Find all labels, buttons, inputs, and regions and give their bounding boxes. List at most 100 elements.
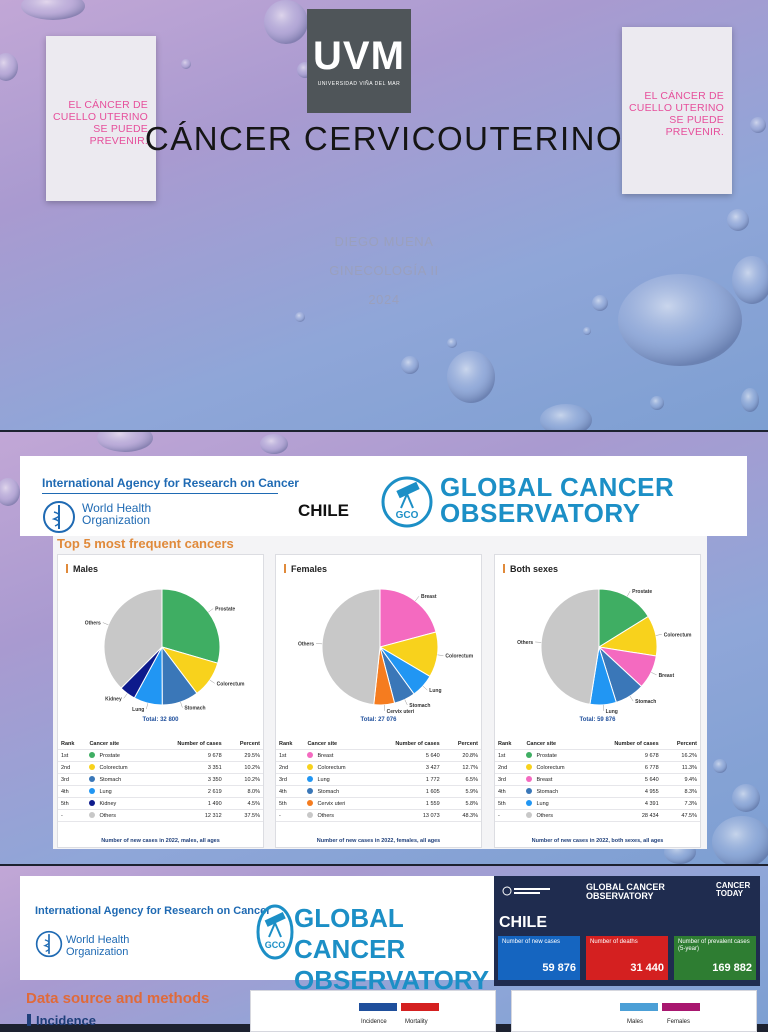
percent-cell: 11.3% <box>662 762 700 774</box>
pie-footnote: Number of new cases in 2022, females, al… <box>276 838 481 844</box>
pie-total: Total: 32 800 <box>58 717 263 723</box>
site-color-dot <box>526 800 532 806</box>
pie-label-stomach: Stomach <box>635 699 656 705</box>
cases-cell: 3 350 <box>151 774 225 786</box>
incidence-heading: Incidence <box>36 1013 96 1028</box>
uvm-logo-text: UVM <box>307 34 411 79</box>
who-name-line2: Organization <box>82 514 151 526</box>
stat-card-number-of-prevalent-cases-5-year: Number of prevalent cases (5-year)169 88… <box>674 936 756 980</box>
cases-cell: 13 073 <box>369 810 443 822</box>
dark-gco-title: GLOBAL CANCER OBSERVATORY <box>586 883 665 901</box>
cancer-today-line2: TODAY <box>716 890 750 898</box>
country-label: CHILE <box>298 501 349 521</box>
pie-title: Both sexes <box>503 564 558 574</box>
site-color-dot <box>526 764 532 770</box>
pie-label-breast: Breast <box>421 594 437 600</box>
cases-cell: 3 427 <box>369 762 443 774</box>
site-color-dot <box>307 752 313 758</box>
site-color-dot <box>89 788 95 794</box>
site-color-dot <box>307 788 313 794</box>
site-cell: Stomach <box>86 774 151 786</box>
table-header-percent: Percent <box>662 738 700 750</box>
percent-cell: 9.4% <box>662 774 700 786</box>
gco-header-banner: International Agency for Research on Can… <box>20 456 747 536</box>
rank-cell: 5th <box>58 798 86 810</box>
site-color-dot <box>89 812 95 818</box>
rank-cell: 2nd <box>495 762 523 774</box>
site-name: Breast <box>536 777 552 783</box>
table-header-number-of-cases: Number of cases <box>369 738 443 750</box>
site-name: Lung <box>317 777 329 783</box>
rank-cell: - <box>276 810 304 822</box>
rank-cell: 2nd <box>276 762 304 774</box>
rank-cell: 1st <box>58 750 86 762</box>
legend-label-females: Females <box>667 1019 690 1025</box>
pie-leader-line <box>103 623 109 625</box>
site-name: Prostate <box>536 753 556 759</box>
gco-telescope-icon: GCO <box>256 904 294 960</box>
cases-cell: 28 434 <box>588 810 662 822</box>
pie-slice-others[interactable] <box>541 589 599 704</box>
site-color-dot <box>89 764 95 770</box>
site-cell: Colorectum <box>86 762 151 774</box>
cases-cell: 6 778 <box>588 762 662 774</box>
site-color-dot <box>307 812 313 818</box>
pie-label-prostate: Prostate <box>632 589 652 595</box>
site-name: Colorectum <box>317 765 345 771</box>
legend-label-mortality: Mortality <box>405 1019 428 1025</box>
percent-cell: 5.8% <box>443 798 481 810</box>
pie-slice-others[interactable] <box>322 589 380 705</box>
site-cell: Prostate <box>86 750 151 762</box>
gco-header-banner-2: International Agency for Research on Can… <box>20 876 494 980</box>
percent-cell: 12.7% <box>443 762 481 774</box>
table-header-percent: Percent <box>225 738 263 750</box>
iarc-name: International Agency for Research on Can… <box>35 905 271 917</box>
table-header-rank: Rank <box>495 738 523 750</box>
percent-cell: 10.2% <box>225 762 263 774</box>
cases-cell: 5 640 <box>369 750 443 762</box>
pie-leader-line <box>181 702 183 708</box>
who-emblem-icon <box>35 930 63 958</box>
legend-label-males: Males <box>627 1019 643 1025</box>
who-name-line2: Organization <box>66 946 129 958</box>
gco-telescope-icon: GCO <box>381 476 433 528</box>
rank-cell: 5th <box>276 798 304 810</box>
cases-cell: 1 490 <box>151 798 225 810</box>
stat-label: Number of new cases <box>502 939 560 946</box>
percent-cell: 37.5% <box>225 810 263 822</box>
pie-leader-line <box>405 699 408 704</box>
site-name: Lung <box>99 789 111 795</box>
site-color-dot <box>307 776 313 782</box>
site-name: Cervix uteri <box>317 801 345 807</box>
pie-label-colorectum: Colorectum <box>664 632 692 638</box>
cases-cell: 5 640 <box>588 774 662 786</box>
who-name-line1: World Health <box>66 934 129 946</box>
site-name: Stomach <box>536 789 558 795</box>
percent-cell: 4.5% <box>225 798 263 810</box>
site-color-dot <box>526 752 532 758</box>
pie-leader-line <box>630 696 633 701</box>
note-card-right: EL CÁNCER DE CUELLO UTERINO SE PUEDE PRE… <box>622 27 732 194</box>
rank-cell: 3rd <box>276 774 304 786</box>
pie-label-others: Others <box>85 621 101 627</box>
rank-cell: 4th <box>495 786 523 798</box>
table-header-rank: Rank <box>276 738 304 750</box>
table-header-rank: Rank <box>58 738 86 750</box>
pie-leader-line <box>415 596 419 601</box>
pie-label-colorectum: Colorectum <box>445 654 473 660</box>
pie-leader-line <box>656 634 662 635</box>
title-slide: EL CÁNCER DE CUELLO UTERINO SE PUEDE PRE… <box>0 0 768 430</box>
